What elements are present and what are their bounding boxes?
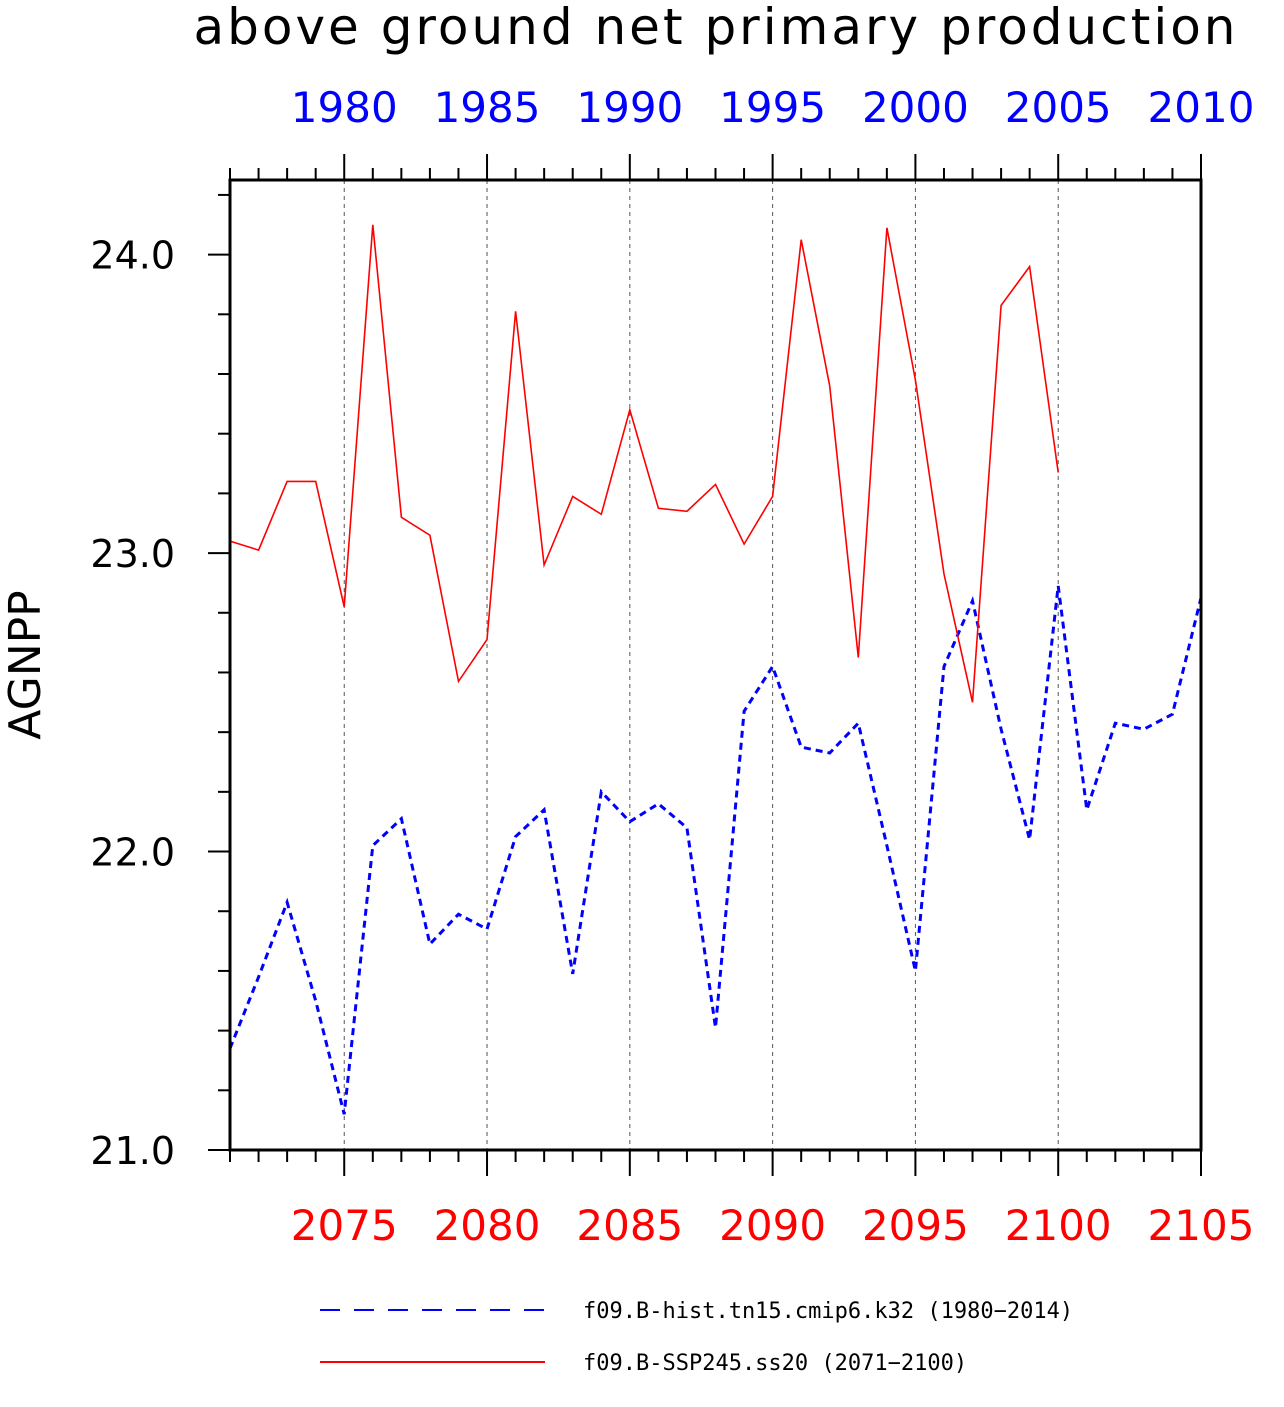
series-hist-line (228, 585, 1203, 1115)
top-tick-label: 1995 (719, 83, 826, 132)
tick-marks (208, 154, 1202, 1176)
bottom-tick-label: 2090 (719, 1201, 826, 1250)
top-tick-label: 2000 (862, 83, 969, 132)
top-tick-label: 1990 (576, 83, 683, 132)
top-tick-label: 1985 (434, 83, 541, 132)
top-tick-label: 2010 (1148, 83, 1255, 132)
plot-frame (228, 178, 1203, 1152)
y-tick-label: 24.0 (90, 234, 175, 278)
bottom-tick-label: 2095 (862, 1201, 969, 1250)
bottom-tick-label: 2105 (1148, 1201, 1255, 1250)
bottom-tick-label: 2075 (291, 1201, 398, 1250)
chart-title: above ground net primary production (193, 0, 1238, 56)
y-axis-label: AGNPP (0, 590, 51, 739)
top-tick-label: 2005 (1005, 83, 1112, 132)
bottom-tick-label: 2100 (1005, 1201, 1112, 1250)
series-layer (228, 224, 1203, 1115)
top-tick-label: 1980 (291, 83, 398, 132)
y-tick-label: 23.0 (90, 532, 175, 576)
legend-ssp-label: f09.B-SSP245.ss20 (2071−2100) (583, 1351, 967, 1376)
legend-hist-label: f09.B-hist.tn15.cmip6.k32 (1980−2014) (583, 1299, 1073, 1324)
legend: f09.B-hist.tn15.cmip6.k32 (1980−2014) f0… (320, 1299, 1073, 1376)
bottom-tick-label: 2080 (434, 1201, 541, 1250)
series-ssp-line (229, 224, 1059, 703)
tick-labels: 2075 2080 2085 2090 2095 2100 2105 1980 1985 1990… (90, 83, 1254, 1250)
y-tick-label: 22.0 (90, 831, 175, 875)
bottom-tick-label: 2085 (576, 1201, 683, 1250)
y-tick-label: 21.0 (90, 1129, 175, 1173)
grid (343, 180, 1059, 1150)
